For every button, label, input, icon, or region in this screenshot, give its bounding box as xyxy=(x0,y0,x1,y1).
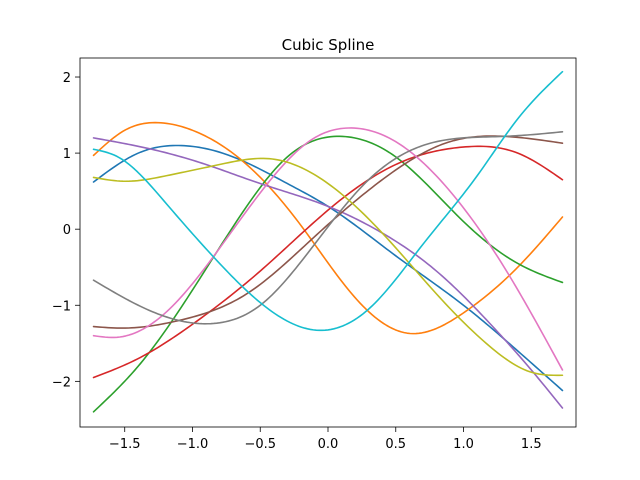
series-line-9 xyxy=(92,157,564,377)
x-tick-label: 1.0 xyxy=(453,437,474,452)
x-axis-ticks: −1.5 −1.0 −0.5 0.0 0.5 1.0 1.5 xyxy=(109,427,542,452)
x-tick-label: 0.0 xyxy=(318,437,339,452)
series-line-7 xyxy=(92,127,564,371)
series-line-3 xyxy=(92,135,564,413)
y-tick-label: 2 xyxy=(63,71,71,86)
x-tick-label: 1.5 xyxy=(521,437,542,452)
plot-area xyxy=(92,70,564,413)
series-line-4 xyxy=(92,145,564,379)
y-axis-ticks: −2 −1 0 1 2 xyxy=(52,71,80,390)
y-tick-label: −1 xyxy=(52,299,71,314)
series-line-2 xyxy=(92,121,564,335)
series-line-10 xyxy=(92,70,564,332)
x-tick-label: −1.0 xyxy=(177,437,209,452)
series-line-1 xyxy=(92,144,564,392)
chart-title: Cubic Spline xyxy=(282,36,375,54)
series-line-5 xyxy=(92,137,564,409)
x-tick-label: 0.5 xyxy=(385,437,406,452)
plot-frame xyxy=(79,57,577,428)
series-line-8 xyxy=(92,131,564,325)
y-tick-label: 0 xyxy=(63,223,71,238)
series-line-6 xyxy=(92,135,564,329)
x-tick-label: −0.5 xyxy=(244,437,276,452)
x-tick-label: −1.5 xyxy=(109,437,141,452)
y-tick-label: 1 xyxy=(63,147,71,162)
y-tick-label: −2 xyxy=(52,375,71,390)
